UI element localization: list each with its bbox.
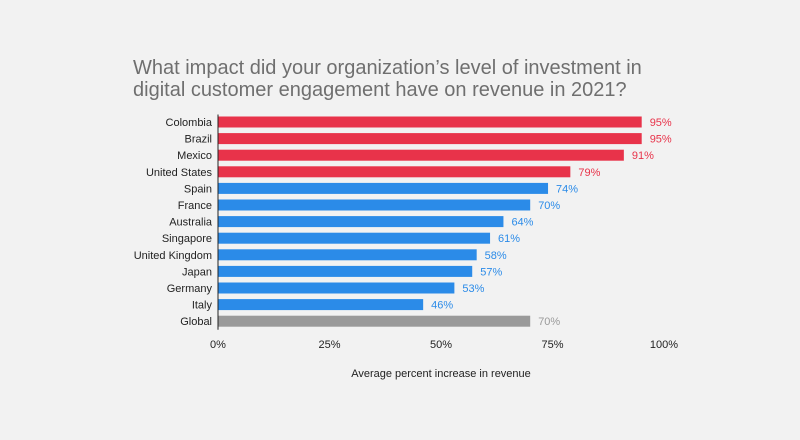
data-label-japan: 57% (480, 266, 502, 278)
category-label-italy: Italy (192, 300, 213, 312)
category-label-global: Global (180, 316, 212, 328)
bar-france (218, 199, 531, 211)
chart-title: What impact did your organization’s leve… (133, 57, 693, 101)
chart-title-line-1: What impact did your organization’s leve… (133, 57, 642, 79)
x-tick-label-25: 25% (318, 339, 340, 351)
category-label-mexico: Mexico (177, 150, 212, 162)
data-label-united-states: 79% (578, 167, 600, 179)
bar-italy (218, 299, 424, 311)
bar-global (218, 315, 531, 327)
category-label-australia: Australia (169, 217, 213, 229)
category-label-spain: Spain (184, 183, 212, 195)
bar-germany (218, 282, 455, 294)
data-label-australia: 64% (511, 217, 533, 229)
category-label-brazil: Brazil (184, 134, 212, 146)
bar-colombia (218, 116, 642, 128)
data-label-germany: 53% (462, 283, 484, 295)
data-label-united-kingdom: 58% (485, 250, 507, 262)
category-label-singapore: Singapore (162, 233, 212, 245)
bar-united-states (218, 166, 571, 178)
bar-brazil (218, 133, 642, 145)
bar-spain (218, 182, 549, 194)
x-tick-label-0: 0% (210, 339, 226, 351)
x-tick-label-75: 75% (541, 339, 563, 351)
data-label-italy: 46% (431, 300, 453, 312)
data-label-mexico: 91% (632, 150, 654, 162)
bar-japan (218, 265, 473, 277)
x-tick-label-100: 100% (650, 339, 678, 351)
data-label-singapore: 61% (498, 233, 520, 245)
chart-title-line-2: digital customer engagement have on reve… (133, 79, 627, 101)
category-label-united-states: United States (146, 167, 213, 179)
data-label-brazil: 95% (650, 134, 672, 146)
category-label-colombia: Colombia (166, 117, 213, 129)
data-label-colombia: 95% (650, 117, 672, 129)
bar-mexico (218, 149, 624, 161)
category-label-germany: Germany (167, 283, 213, 295)
bar-united-kingdom (218, 249, 477, 261)
x-tick-label-50: 50% (430, 339, 452, 351)
category-label-france: France (178, 200, 212, 212)
bar-singapore (218, 232, 491, 244)
bar-australia (218, 216, 504, 228)
category-label-united-kingdom: United Kingdom (134, 250, 212, 262)
data-label-spain: 74% (556, 183, 578, 195)
category-label-japan: Japan (182, 266, 212, 278)
data-label-global: 70% (538, 316, 560, 328)
x-axis-title: Average percent increase in revenue (351, 368, 531, 380)
data-label-france: 70% (538, 200, 560, 212)
